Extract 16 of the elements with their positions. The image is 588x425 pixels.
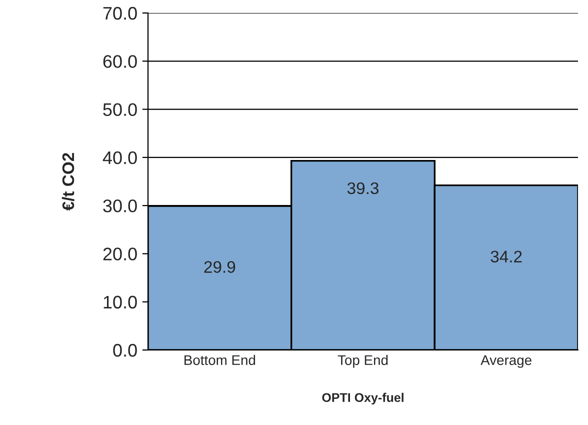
- data-label: 29.9: [204, 261, 236, 273]
- data-label: 39.3: [347, 182, 378, 194]
- y-tick-label: 20.0: [103, 248, 137, 260]
- x-axis-title: OPTI Oxy-fuel: [322, 392, 404, 404]
- y-tick-label: 60.0: [103, 55, 137, 68]
- y-tick-label: 10.0: [104, 296, 137, 309]
- x-tick-label: Top End: [338, 354, 388, 368]
- y-tick-label: 70.0: [103, 6, 137, 20]
- y-tick-label: 50.0: [103, 103, 137, 116]
- y-axis-title: €/t CO2: [62, 152, 74, 211]
- y-tick-label: 40.0: [102, 151, 137, 164]
- x-tick-label: Average: [480, 355, 532, 368]
- y-tick-label: 0.0: [113, 344, 137, 357]
- y-tick-label: 30.0: [103, 200, 137, 212]
- x-tick-label: Bottom End: [184, 354, 256, 366]
- data-label: 34.2: [490, 250, 522, 263]
